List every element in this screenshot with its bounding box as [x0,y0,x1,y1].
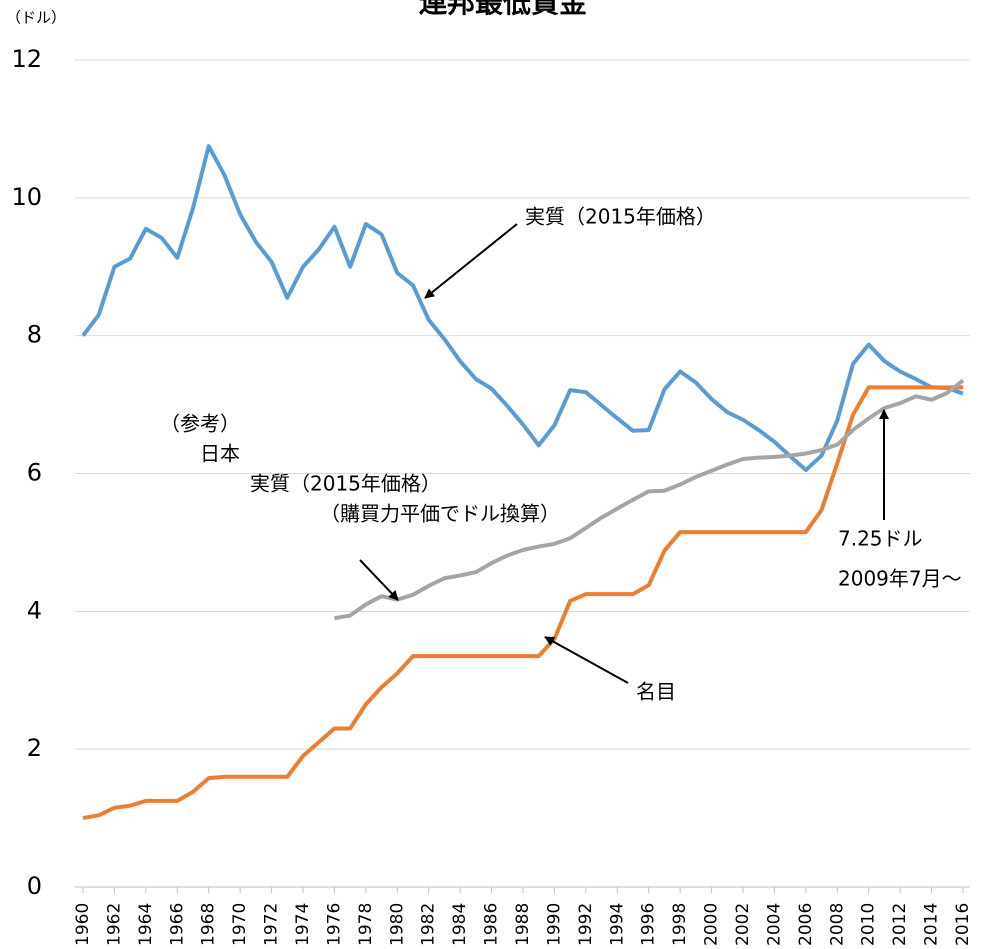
x-tick-label: 1984 [450,903,470,946]
x-tick-label: 2000 [702,903,722,946]
annotation-arrow [359,559,399,601]
data-line [81,144,964,473]
y-tick-label: 10 [11,183,42,211]
annotation: 2009年7月～ [838,567,962,591]
annotation-arrow [544,636,629,684]
data-line [334,378,965,621]
x-tick-label: 1970 [230,903,250,946]
x-tick-label: 1974 [293,903,313,946]
data-line [82,385,963,821]
x-tick-label: 1994 [607,903,627,946]
annotation: 実質（2015年価格） [525,205,716,229]
y-tick-label: 6 [27,459,42,487]
x-tick-label: 1986 [482,903,502,946]
x-tick-label: 2002 [733,903,753,946]
annotation: 日本 [200,442,240,466]
x-tick-label: 1962 [104,903,124,946]
x-tick-label: 1990 [544,903,564,946]
x-tick-label: 1998 [670,903,690,946]
annotation: （参考） [160,412,240,436]
x-tick-label: 1964 [136,903,156,946]
x-tick-label: 1988 [513,903,533,946]
x-tick-label: 2016 [953,903,973,946]
x-tick-label: 2014 [922,903,942,946]
x-tick-label: 2012 [890,903,910,946]
y-tick-label: 0 [27,872,42,900]
x-tick-label: 2006 [796,903,816,946]
annotation: 実質（2015年価格） [250,472,441,496]
x-tick-label: 2008 [827,903,847,946]
y-tick-label: 8 [27,321,42,349]
annotation: 7.25ドル [838,527,923,551]
x-tick-label: 2010 [859,903,879,946]
x-tick-label: 1966 [167,903,187,946]
y-tick-label: 4 [27,596,42,624]
x-tick-label: 1996 [639,903,659,946]
x-tick-label: 1960 [73,903,93,946]
x-tick-label: 2004 [764,903,784,946]
annotation: （購買力平価でドル換算） [320,502,560,526]
y-unit: （ドル） [6,9,66,27]
x-tick-label: 1992 [576,903,596,946]
y-tick-label: 2 [27,734,42,762]
x-tick-label: 1972 [262,903,282,946]
y-tick-label: 12 [11,45,42,73]
x-tick-label: 1976 [324,903,344,946]
x-tick-label: 1968 [199,903,219,946]
x-tick-label: 1980 [387,903,407,946]
chart-title: 連邦最低賃金 [419,0,588,19]
annotation-arrow [424,223,518,299]
annotation: 名目 [636,680,676,704]
x-tick-label: 1982 [419,903,439,946]
x-tick-label: 1978 [356,903,376,946]
